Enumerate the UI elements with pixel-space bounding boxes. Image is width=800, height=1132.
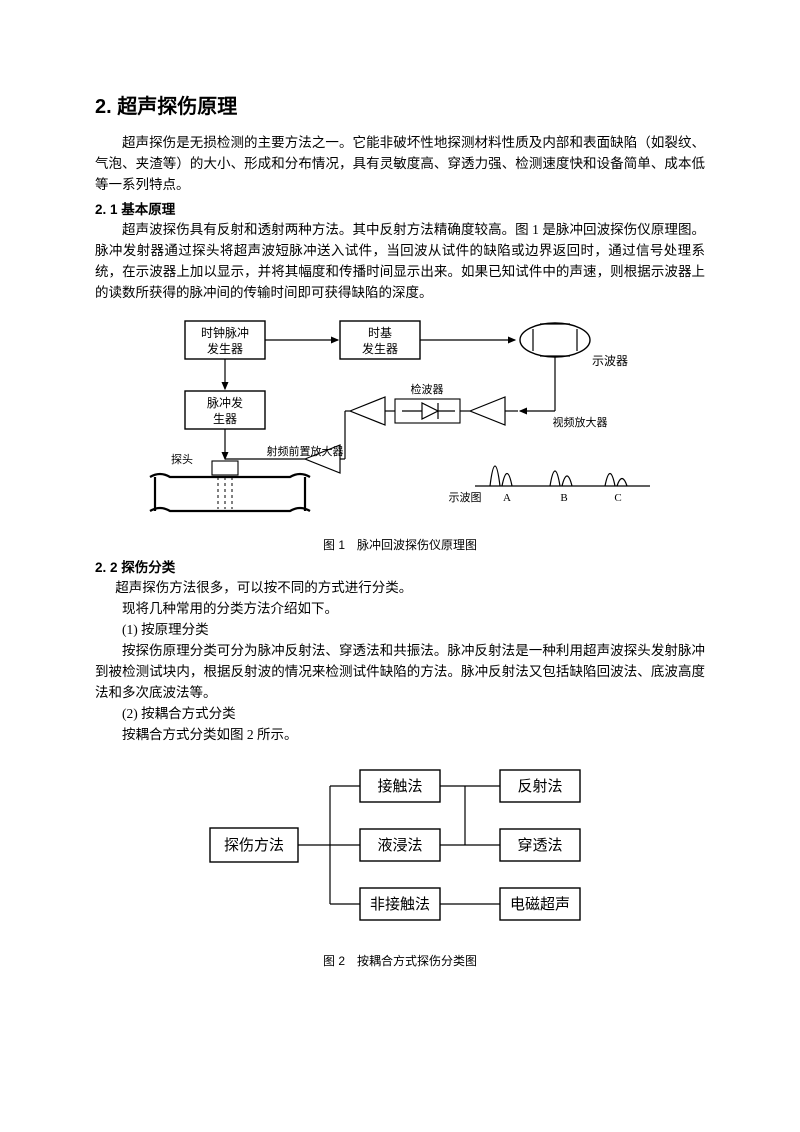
probe-label: 探头	[171, 453, 193, 466]
figure-2-caption: 图 2 按耦合方式探伤分类图	[95, 952, 705, 969]
f2-right-1: 穿透法	[517, 837, 562, 854]
scope-label: 示波器	[592, 354, 628, 368]
block-pulse-l2: 生器	[213, 412, 237, 426]
figure-1-caption: 图 1 脉冲回波探伤仪原理图	[95, 536, 705, 553]
wave-C: C	[614, 492, 621, 504]
p22b: 现将几种常用的分类方法介绍如下。	[95, 599, 705, 620]
figure-1-diagram: 时钟脉冲 发生器 时基 发生器 示波器 脉冲发 生器	[140, 311, 660, 531]
f2-mid-1: 液浸法	[377, 837, 422, 854]
p22f: 按耦合方式分类如图 2 所示。	[95, 725, 705, 746]
detector-label: 检波器	[411, 382, 444, 396]
rf-preamp-label: 射频前置放大器	[267, 444, 344, 458]
wave-label: 示波图	[449, 491, 482, 504]
f2-mid-0: 接触法	[377, 778, 422, 795]
wave-A: A	[503, 492, 511, 504]
wave-B: B	[560, 492, 567, 504]
block-clock-l2: 发生器	[207, 341, 243, 356]
f2-mid-2: 非接触法	[370, 896, 430, 913]
paragraph-2-1: 超声波探伤具有反射和透射两种方法。其中反射方法精确度较高。图 1 是脉冲回波探伤…	[95, 220, 705, 304]
section-title: 2. 超声探伤原理	[95, 90, 705, 119]
intro-paragraph: 超声探伤是无损检测的主要方法之一。它能非破坏性地探测材料性质及内部和表面缺陷（如…	[95, 133, 705, 196]
block-timebase-l2: 发生器	[362, 341, 398, 356]
p22c: (1) 按原理分类	[95, 620, 705, 641]
p22e: (2) 按耦合方式分类	[95, 704, 705, 725]
p22a: 超声探伤方法很多，可以按不同的方式进行分类。	[95, 578, 705, 599]
f2-right-2: 电磁超声	[510, 895, 570, 913]
subhead-2-1: 2. 1 基本原理	[95, 198, 705, 218]
subhead-2-2: 2. 2 探伤分类	[95, 556, 705, 576]
block-pulse-l1: 脉冲发	[207, 395, 243, 410]
f2-root: 探伤方法	[224, 837, 284, 854]
block-timebase-l1: 时基	[368, 326, 392, 340]
f2-right-0: 反射法	[517, 778, 562, 795]
figure-2-diagram: 探伤方法 接触法 液浸法 非接触法 反射法 穿透法 电磁超声	[190, 758, 610, 938]
video-amp-label: 视频放大器	[553, 415, 608, 429]
p22d: 按探伤原理分类可分为脉冲反射法、穿透法和共振法。脉冲反射法是一种利用超声波探头发…	[95, 641, 705, 704]
block-clock-l1: 时钟脉冲	[201, 325, 249, 340]
